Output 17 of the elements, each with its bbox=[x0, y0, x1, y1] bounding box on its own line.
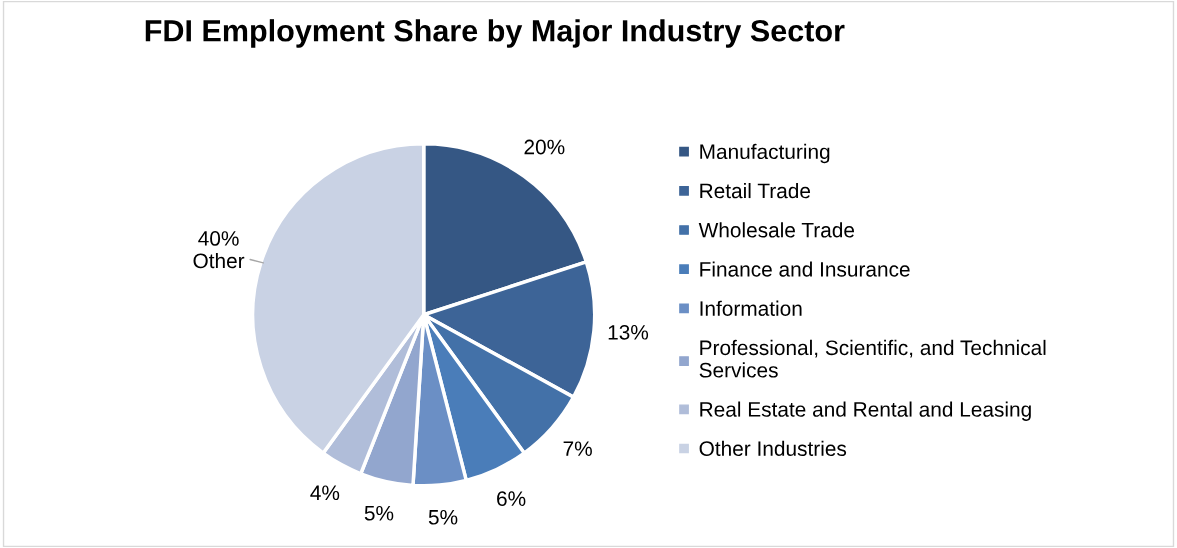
data-label: 13% bbox=[608, 324, 649, 340]
chart-title: FDI Employment Share by Major Industry Sector bbox=[145, 19, 845, 48]
data-label: 40% Other bbox=[193, 231, 245, 269]
data-label: 4% bbox=[310, 485, 340, 501]
data-label: 6% bbox=[497, 491, 526, 507]
legend-label: Finance and Insurance bbox=[700, 261, 910, 277]
legend-label: Professional, Scientific, and Technical Services bbox=[699, 339, 1046, 378]
legend-label: Retail Trade bbox=[700, 182, 811, 199]
data-label: 5% bbox=[428, 509, 458, 525]
data-label: 7% bbox=[563, 441, 592, 456]
data-label: 20% bbox=[524, 139, 565, 155]
legend-label: Real Estate and Rental and Leasing bbox=[700, 401, 1031, 421]
data-label: 5% bbox=[364, 505, 394, 521]
legend-label: Information bbox=[700, 300, 802, 316]
legend-label: Manufacturing bbox=[700, 143, 830, 164]
legend-label: Other Industries bbox=[699, 440, 847, 456]
legend-label: Wholesale Trade bbox=[698, 222, 855, 238]
